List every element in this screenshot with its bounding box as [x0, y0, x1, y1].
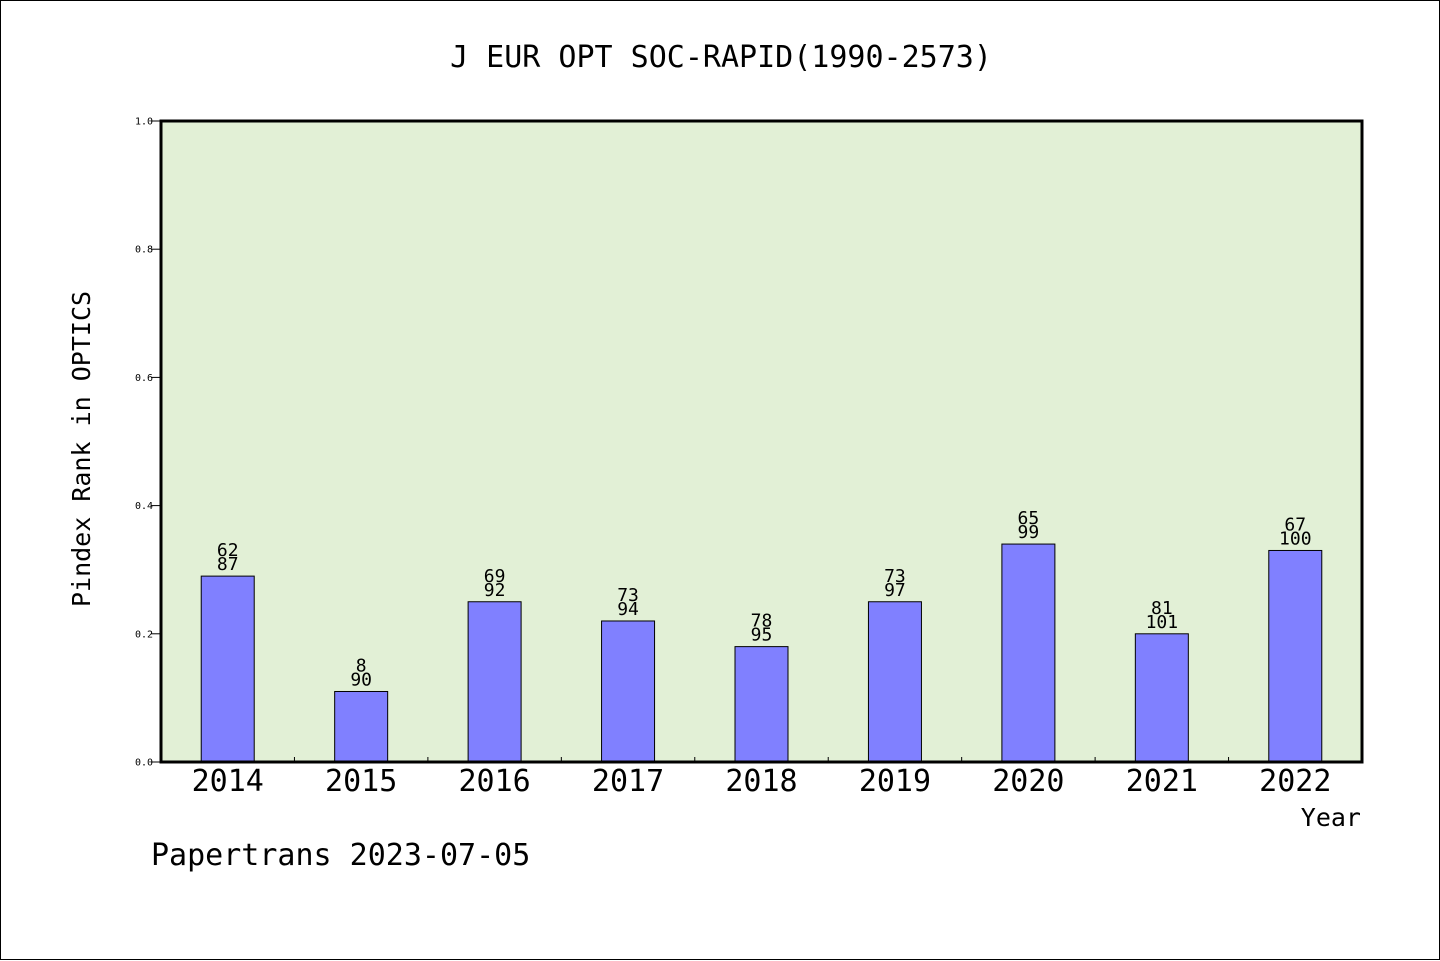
y-tick-label: 0.0 [135, 758, 153, 769]
y-axis-label: Pindex Rank in OPTICS [67, 291, 96, 607]
rank-label-2015: 8 [356, 655, 367, 676]
y-tick-label: 1.0 [135, 117, 153, 128]
bar-2022 [1268, 549, 1323, 763]
x-axis-label: Year [1301, 803, 1361, 832]
bar-2017 [601, 620, 656, 763]
x-tick-label-2017: 2017 [592, 764, 664, 799]
total-label-2021: 101 [1146, 612, 1179, 633]
total-label-2017: 94 [617, 599, 639, 620]
rank-label-2019: 73 [884, 566, 906, 587]
chart-title: J EUR OPT SOC-RAPID(1990-2573) [450, 40, 992, 75]
footer-text: Papertrans 2023-07-05 [151, 838, 530, 873]
rank-label-2016: 69 [484, 566, 506, 587]
bar-2014 [200, 575, 255, 763]
y-tick-label: 0.4 [135, 501, 153, 512]
y-tick-label: 0.8 [135, 245, 153, 256]
x-tick-label-2015: 2015 [325, 764, 397, 799]
total-label-2014: 87 [217, 554, 239, 575]
rank-label-2018: 78 [751, 611, 773, 632]
x-tick-label-2021: 2021 [1126, 764, 1198, 799]
y-axis: 0.0 0.2 0.4 0.6 0.8 1.0 [135, 117, 161, 769]
rank-label-2017: 73 [617, 585, 639, 606]
bar-2016 [467, 601, 522, 763]
total-label-2016: 92 [484, 580, 506, 601]
y-tick-label: 0.2 [135, 629, 153, 640]
bar-2021 [1134, 633, 1189, 763]
x-tick-label-2016: 2016 [458, 764, 530, 799]
x-tick-label-2022: 2022 [1259, 764, 1331, 799]
x-axis: 2014 2015 2016 2017 2018 2019 2020 2021 2022 [192, 757, 1331, 799]
total-label-2020: 99 [1018, 522, 1040, 543]
total-label-2022: 100 [1279, 528, 1312, 549]
rank-label-2021: 81 [1151, 598, 1173, 619]
rank-label-2014: 62 [217, 540, 239, 561]
total-label-2018: 95 [751, 625, 773, 646]
bars-group [200, 543, 1323, 763]
y-tick-label: 0.6 [135, 373, 153, 384]
x-tick-label-2020: 2020 [992, 764, 1064, 799]
plot-frame [159, 119, 1364, 764]
bar-2018 [734, 646, 789, 763]
total-label-2015: 90 [350, 669, 372, 690]
total-label-2019: 97 [884, 580, 906, 601]
rank-label-2020: 65 [1018, 508, 1040, 529]
x-tick-label-2019: 2019 [859, 764, 931, 799]
x-tick-label-2014: 2014 [192, 764, 264, 799]
rank-label-2022: 67 [1284, 514, 1306, 535]
x-tick-label-2018: 2018 [725, 764, 797, 799]
bar-2019 [867, 601, 922, 763]
bar-2015 [334, 690, 389, 763]
bar-2020 [1001, 543, 1056, 763]
